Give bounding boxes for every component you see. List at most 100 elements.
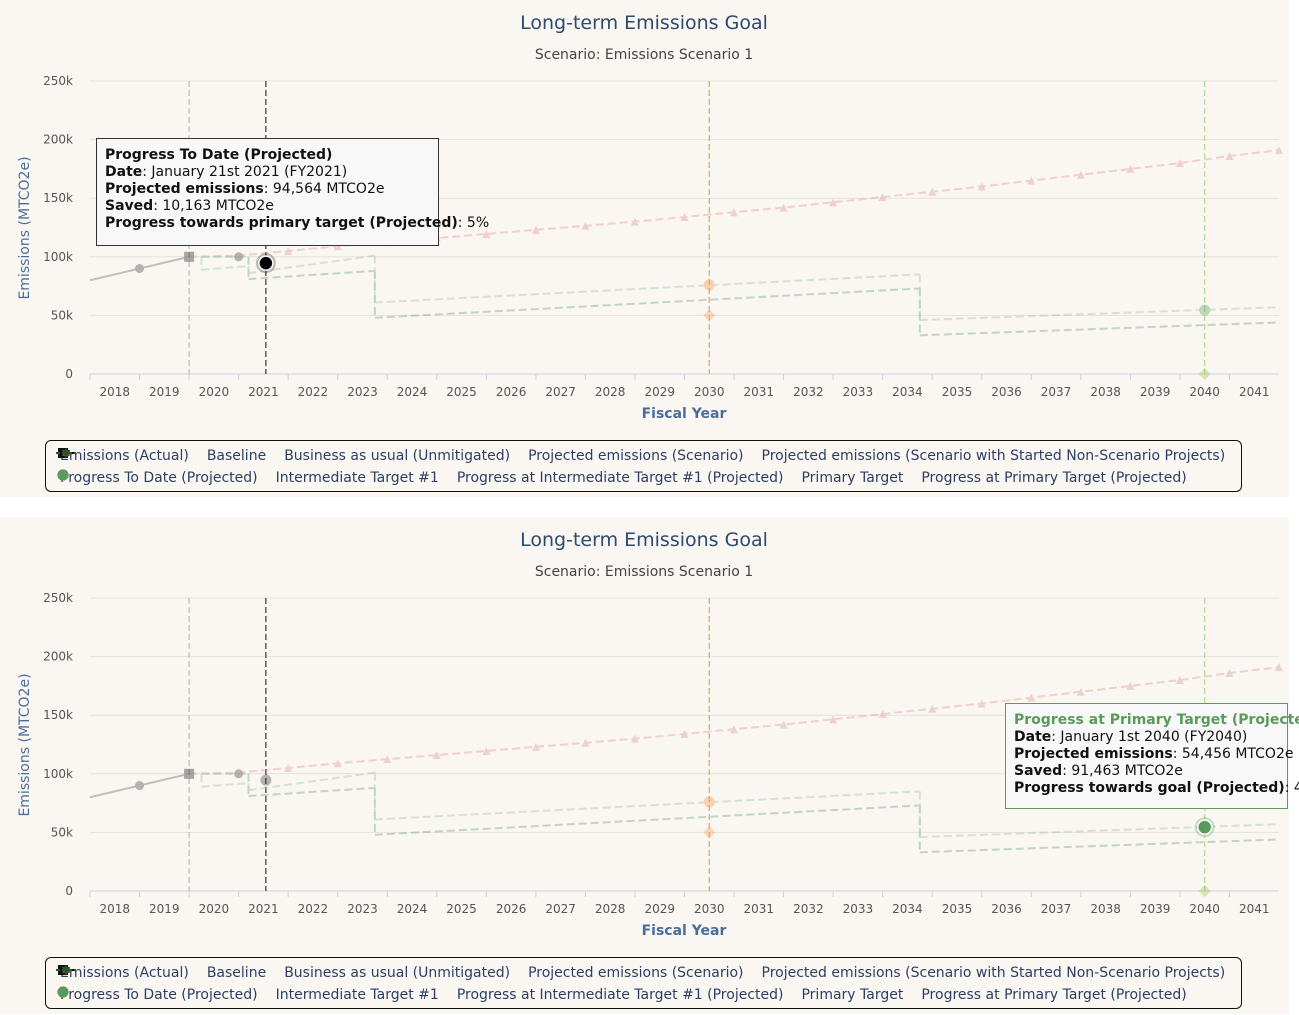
x-tick-label: 2035	[942, 902, 973, 916]
bau-marker	[1275, 146, 1283, 155]
bau-marker	[878, 193, 887, 202]
x-tick-label: 2039	[1140, 902, 1171, 916]
bau-marker	[284, 763, 293, 772]
x-tick-label: 2025	[446, 902, 477, 916]
series-group	[89, 663, 1283, 897]
x-tick-label: 2030	[694, 385, 725, 399]
y-tick-label: 50k	[51, 825, 73, 839]
bau-marker	[928, 704, 937, 713]
y-tick-label: 100k	[43, 250, 73, 264]
legend-label: Baseline	[206, 965, 267, 981]
intermediate-target-marker	[703, 309, 716, 322]
bau-marker	[680, 212, 689, 221]
legend-projected-scenario[interactable]: Projected emissions (Scenario)	[56, 965, 744, 981]
x-tick-label: 2037	[1041, 385, 1072, 399]
tooltip-proj-value: : 54,456 MTCO2e	[1172, 746, 1294, 762]
x-tick-label: 2029	[644, 385, 675, 399]
legend-label: Progress at Intermediate Target #1 (Proj…	[456, 470, 784, 486]
bau-marker	[185, 769, 194, 778]
x-tick-label: 2028	[595, 385, 626, 399]
x-axis-title: Fiscal Year	[642, 923, 727, 939]
legend-label: Intermediate Target #1	[275, 987, 439, 1003]
bau-marker	[730, 208, 739, 217]
actual-line	[89, 255, 190, 282]
tooltip-date-value: : January 21st 2021 (FY2021)	[142, 164, 348, 180]
tooltip-date-value: : January 1st 2040 (FY2040)	[1051, 729, 1248, 745]
legend-primary-target[interactable]: Primary Target	[57, 986, 904, 1003]
legend-label: Progress To Date (Projected)	[60, 470, 258, 486]
y-axis-title: Emissions (MTCO2e)	[17, 673, 33, 816]
x-tick-label: 2041	[1239, 902, 1270, 916]
legend-label: Primary Target	[801, 470, 904, 486]
bau-marker	[630, 734, 639, 743]
y-axis-title: Emissions (MTCO2e)	[17, 156, 33, 299]
bau-marker	[1275, 663, 1283, 672]
legend-progress-primary[interactable]: Progress at Primary Target (Projected)	[57, 986, 1187, 1003]
series-group	[89, 146, 1283, 380]
legend-projected-started[interactable]: Projected emissions (Scenario with Start…	[56, 448, 1225, 464]
bau-marker	[1076, 170, 1085, 179]
chart-panel-top: Long-term Emissions Goal Scenario: Emissi…	[0, 0, 1289, 497]
bau-marker	[333, 242, 342, 251]
x-tick-label: 2022	[298, 902, 329, 916]
bau-marker	[977, 182, 986, 191]
chart-title: Long-term Emissions Goal	[520, 12, 768, 34]
bau-marker	[1076, 687, 1085, 696]
legend-label: Primary Target	[801, 987, 904, 1003]
y-tick-label: 250k	[43, 591, 73, 605]
bau-line	[189, 666, 1280, 775]
bau-marker	[234, 768, 243, 777]
x-tick-label: 2028	[595, 902, 626, 916]
legend-bau[interactable]: Business as usual (Unmitigated)	[56, 448, 510, 464]
chart-svg: Long-term Emissions Goal Scenario: Emissi…	[17, 12, 1283, 422]
bau-marker	[383, 755, 392, 764]
scenario-line	[248, 771, 376, 792]
legend-progress-to-date[interactable]: Progress To Date (Projected)	[56, 986, 258, 1003]
x-tick-label: 2019	[149, 902, 180, 916]
scenario-line	[374, 273, 920, 304]
legend-projected-scenario[interactable]: Projected emissions (Scenario)	[56, 448, 744, 464]
bau-marker	[630, 217, 639, 226]
legend-bau[interactable]: Business as usual (Unmitigated)	[56, 965, 510, 981]
y-tick-label: 0	[65, 367, 73, 381]
x-tick-label: 2032	[793, 385, 824, 399]
bau-marker	[779, 720, 788, 729]
x-tick-label: 2023	[347, 902, 378, 916]
legend-progress-intermediate[interactable]: Progress at Intermediate Target #1 (Proj…	[57, 986, 783, 1003]
x-tick-label: 2019	[149, 385, 180, 399]
legend-progress-primary[interactable]: Progress at Primary Target (Projected)	[57, 469, 1187, 486]
x-tick-label: 2040	[1189, 902, 1220, 916]
legend-intermediate-target[interactable]: Intermediate Target #1	[57, 469, 439, 486]
bau-marker	[333, 759, 342, 768]
x-tick-label: 2031	[744, 385, 775, 399]
bau-marker	[284, 246, 293, 255]
tooltip-saved-value: : 10,163 MTCO2e	[153, 198, 274, 214]
x-tick-label: 2033	[843, 385, 874, 399]
bau-marker	[482, 229, 491, 238]
legend-intermediate-target[interactable]: Intermediate Target #1	[57, 986, 439, 1003]
legend-progress-to-date[interactable]: Progress To Date (Projected)	[56, 469, 258, 486]
bau-marker	[779, 203, 788, 212]
x-tick-label: 2034	[892, 902, 923, 916]
x-tick-label: 2031	[744, 902, 775, 916]
legend-baseline[interactable]: Baseline	[58, 448, 266, 464]
bau-marker	[185, 252, 194, 261]
y-tick-label: 50k	[51, 308, 73, 322]
scenario-line	[374, 804, 920, 836]
legend-primary-target[interactable]: Primary Target	[57, 469, 904, 486]
legend-progress-intermediate[interactable]: Progress at Intermediate Target #1 (Proj…	[57, 469, 784, 486]
x-tick-label: 2018	[99, 902, 130, 916]
y-tick-label: 150k	[43, 191, 73, 205]
bau-marker	[531, 225, 540, 234]
bau-marker	[1126, 164, 1135, 173]
tooltip-primary-target: Progress at Primary Target (Projected) D…	[1005, 703, 1299, 809]
legend-baseline[interactable]: Baseline	[58, 965, 267, 981]
x-tick-label: 2036	[991, 902, 1022, 916]
tooltip-progress-label: Progress towards goal (Projected)	[1014, 780, 1285, 796]
x-tick-label: 2021	[248, 385, 279, 399]
legend-projected-started[interactable]: Projected emissions (Scenario with Start…	[56, 965, 1225, 981]
x-tick-label: 2027	[545, 385, 576, 399]
bau-marker	[1027, 176, 1036, 185]
bau-marker	[482, 746, 491, 755]
tooltip-progress-value: : 46%	[1284, 780, 1299, 796]
